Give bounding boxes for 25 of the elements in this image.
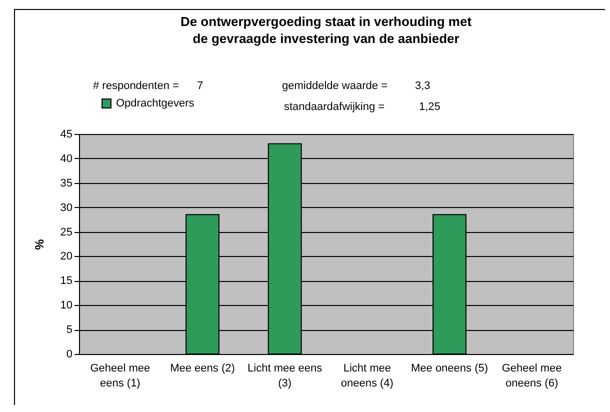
x-tick-label: Geheel mee eens (1) bbox=[90, 362, 150, 390]
x-tick-label: Mee oneens (5) bbox=[410, 362, 488, 374]
x-tick-label: Mee eens (2) bbox=[170, 362, 235, 374]
y-tick-label: 0 bbox=[66, 348, 72, 360]
y-tick-label: 45 bbox=[60, 128, 72, 140]
text: # respondenten = bbox=[93, 80, 179, 92]
y-tick-label: 40 bbox=[60, 152, 72, 165]
y-tick-label: 15 bbox=[60, 275, 72, 288]
y-tick-label: 20 bbox=[60, 250, 72, 263]
y-tick-label: 35 bbox=[60, 177, 72, 190]
legend-label: Opdrachtgevers bbox=[116, 98, 195, 110]
y-tick-label: 30 bbox=[60, 202, 72, 214]
x-tick-label: Licht mee oneens (4) bbox=[340, 362, 394, 390]
text: 3,3 bbox=[415, 80, 430, 92]
y-tick-label: 10 bbox=[60, 300, 72, 312]
y-tick-label: 5 bbox=[66, 324, 72, 336]
y-axis-title: % bbox=[32, 238, 46, 250]
x-tick-label: Geheel mee oneens (6) bbox=[502, 362, 562, 390]
text: gemiddelde waarde = bbox=[282, 80, 388, 92]
text: 1,25 bbox=[419, 101, 440, 113]
text: 7 bbox=[197, 80, 204, 92]
text: standaardafwijking = bbox=[284, 101, 385, 113]
chart-title: De ontwerpvergoeding staat in verhouding met de gevraagde investering van de aanbieder bbox=[180, 14, 472, 46]
y-tick-label: 25 bbox=[60, 226, 72, 238]
x-tick-label: Licht mee eens (3) bbox=[248, 362, 323, 390]
